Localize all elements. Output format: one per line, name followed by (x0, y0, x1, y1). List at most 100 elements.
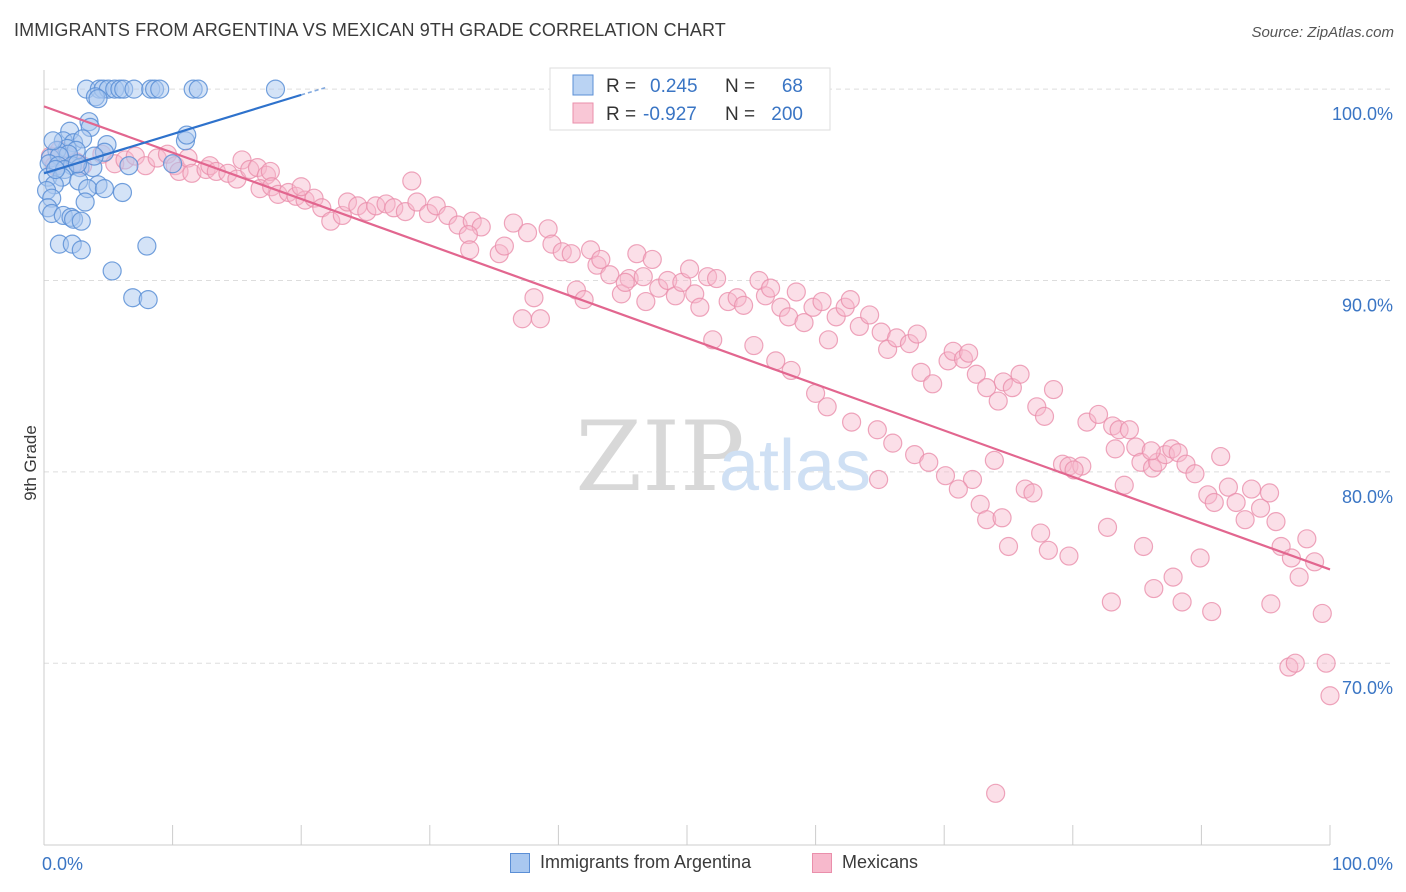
mexican-point (727, 288, 747, 308)
stats-r-value-mexican: -0.927 (643, 104, 697, 125)
mexican-point (538, 219, 558, 239)
mexican-point (998, 536, 1019, 557)
mexican-point (988, 391, 1008, 411)
mexican-point (842, 412, 862, 432)
mexican-point (337, 192, 358, 212)
mexican-point (948, 479, 968, 499)
mexican-point (733, 295, 754, 315)
mexican-point (760, 278, 781, 298)
mexican-point (232, 150, 252, 170)
stats-legend-box (549, 67, 831, 131)
mexican-point (460, 240, 480, 260)
mexican-point (919, 452, 939, 472)
mexican-point (1077, 412, 1097, 432)
stats-n-label-mexican: N = (725, 104, 755, 125)
argentina-points (36, 79, 286, 310)
mexican-point (1010, 364, 1030, 384)
mexican-point (794, 312, 814, 333)
mexican-point (1218, 477, 1239, 497)
argentina-point (43, 131, 63, 151)
bottom-legend: Immigrants from Argentina Mexicans (0, 852, 1406, 878)
stats-swatch-mexican (572, 102, 594, 124)
mexican-point (744, 335, 764, 356)
argentina-point (71, 211, 91, 231)
mexican-point (636, 291, 656, 312)
argentina-trendline (43, 93, 302, 175)
argentina-point (71, 240, 91, 260)
mexican-point (1105, 439, 1125, 459)
mexican-point (503, 213, 523, 233)
mexican-point (438, 205, 458, 226)
mexican-point (959, 343, 979, 363)
mexican-point (1198, 485, 1218, 505)
mexican-point (1297, 529, 1317, 549)
mexican-point (1141, 441, 1161, 461)
mexican-point (1064, 460, 1084, 480)
mexican-point (1211, 446, 1231, 467)
mexican-trendline (43, 105, 1331, 571)
legend-label-mexican: Mexicans (842, 852, 919, 872)
mexican-point (966, 364, 986, 384)
mexican-point (703, 330, 723, 350)
mexican-point (1202, 601, 1222, 622)
argentina-point (150, 79, 170, 99)
mexican-point (1241, 479, 1262, 499)
mexican-point (1316, 653, 1336, 673)
argentina-point (163, 154, 183, 174)
mexican-point (1133, 536, 1154, 557)
mexican-point (706, 268, 727, 289)
mexican-point (240, 159, 260, 180)
legend-item-argentina[interactable]: Immigrants from Argentina (510, 852, 751, 873)
mexican-point (512, 309, 532, 329)
argentina-point (188, 79, 208, 99)
x-tick-label-max: 100.0% (1332, 854, 1393, 874)
mexican-point (1226, 492, 1246, 513)
mexican-point (1148, 452, 1168, 472)
legend-item-mexican[interactable]: Mexicans (812, 852, 918, 873)
mexican-point (494, 236, 514, 256)
mexican-point (1144, 578, 1164, 599)
mexican-point (658, 270, 678, 291)
mexican-point (312, 198, 332, 218)
stats-r-value-argentina: 0.245 (650, 76, 698, 97)
mexican-point (591, 249, 611, 270)
mexican-point (642, 249, 662, 270)
mexican-point (1190, 548, 1210, 568)
argentina-point (94, 179, 115, 199)
mexican-point (679, 259, 700, 279)
mexican-point (883, 433, 903, 453)
mexican-point (1088, 404, 1109, 425)
y-axis-label: 9th Grade (21, 425, 40, 501)
mexican-point (1023, 483, 1043, 503)
mexican-point (1027, 397, 1047, 417)
argentina-point (137, 236, 157, 256)
mexican-point (1204, 492, 1224, 513)
mexican-point (619, 268, 639, 289)
stats-r-label-mexican: R = (606, 104, 636, 125)
mexican-point (1259, 483, 1280, 503)
mexican-point (953, 349, 974, 369)
mexican-point (771, 297, 791, 317)
mexican-point (1285, 653, 1305, 673)
mexican-point (291, 177, 311, 197)
mexican-point (992, 508, 1012, 528)
mexican-point (1126, 437, 1146, 457)
mexican-point (986, 783, 1006, 803)
chart-title: IMMIGRANTS FROM ARGENTINA VS MEXICAN 9TH… (14, 20, 726, 40)
stats-n-value-mexican: 200 (771, 104, 803, 125)
trend-lines (43, 86, 1331, 571)
argentina-point (124, 79, 144, 99)
mexican-point (611, 284, 632, 304)
mexican-point (524, 288, 544, 308)
mexican-point (517, 223, 538, 243)
argentina-point (265, 79, 286, 99)
mexican-point (448, 215, 468, 235)
argentina-point (119, 156, 139, 176)
mexican-point (458, 224, 478, 245)
legend-swatch-argentina (510, 852, 530, 873)
mexican-point (542, 234, 562, 254)
source-credit: Source: ZipAtlas.com (1251, 24, 1394, 41)
mexican-point (690, 297, 710, 317)
mexican-point (786, 282, 806, 302)
